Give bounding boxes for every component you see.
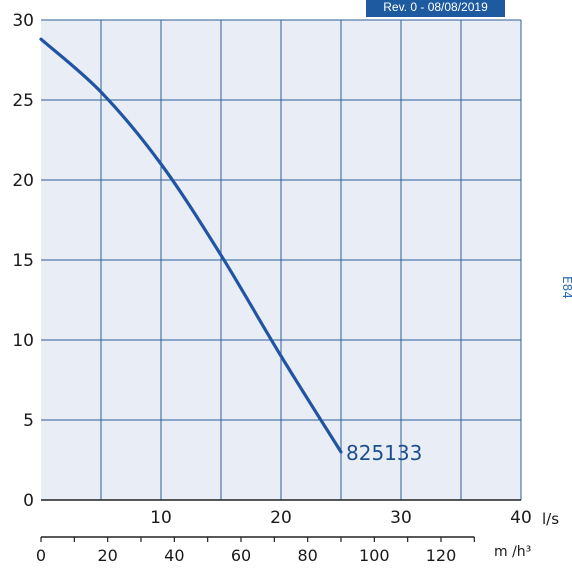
x-tick-label-primary: 30 — [390, 508, 412, 528]
x-unit-secondary: m /h³ — [494, 544, 531, 560]
y-tick-label: 5 — [23, 411, 34, 431]
x-tick-label-secondary: 100 — [359, 546, 390, 565]
x-tick-label-secondary: 0 — [36, 546, 46, 565]
x-tick-label-primary: 10 — [150, 508, 172, 528]
revision-badge: Rev. 0 - 08/08/2019 — [366, 0, 505, 17]
x-tick-label-secondary: 20 — [97, 546, 117, 565]
y-tick-label: 20 — [12, 171, 34, 191]
curve-label: 825133 — [346, 441, 422, 465]
grid — [41, 19, 522, 500]
x-tick-label-primary: 20 — [270, 508, 292, 528]
x-tick-label-secondary: 120 — [426, 546, 457, 565]
pump-curve-line — [39, 37, 343, 454]
x-tick-label-primary: 40 — [510, 508, 532, 528]
x-unit-primary: l/s — [542, 510, 559, 528]
y-tick-label: 25 — [12, 91, 34, 111]
curve-layer: 825133 — [39, 37, 422, 465]
x-tick-label-secondary: 40 — [164, 546, 184, 565]
x-tick-label-secondary: 80 — [297, 546, 317, 565]
x-tick-label-secondary: 60 — [231, 546, 251, 565]
y-tick-label: 30 — [12, 11, 34, 31]
y-tick-label: 10 — [12, 331, 34, 351]
y-tick-label: 0 — [23, 491, 34, 511]
axes: 0 5 10 15 20 25 30 10 20 30 40 l/s 0 20 40 60 80 100 120 m … — [12, 11, 559, 565]
y-tick-label: 15 — [12, 251, 34, 271]
